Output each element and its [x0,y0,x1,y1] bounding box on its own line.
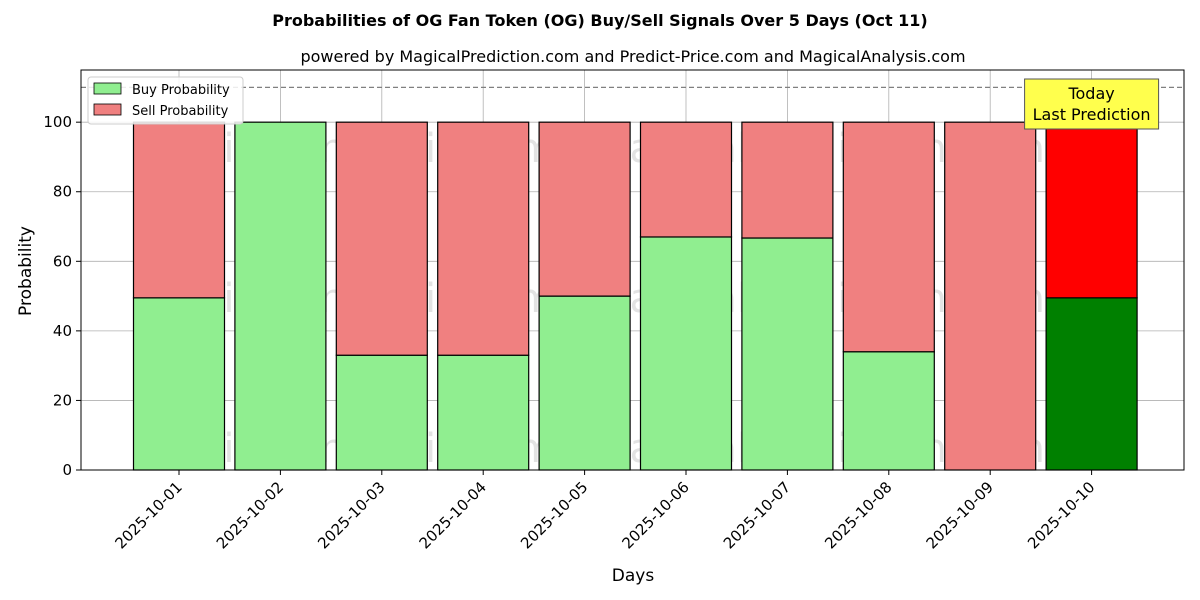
x-tick-label: 2025-10-07 [720,478,794,552]
chart-subtitle: powered by MagicalPrediction.com and Pre… [300,47,965,66]
bar-buy-2025-10-04 [437,354,530,471]
bar-sell-2025-10-05 [538,121,631,297]
plot-frame [80,69,1185,471]
chart-title: Probabilities of OG Fan Token (OG) Buy/S… [272,11,928,30]
bar-sell-2025-10-06 [639,121,733,238]
y-tick-label: 60 [53,252,72,270]
x-tick-label: 2025-10-03 [314,478,388,552]
y-tick-label: 100 [43,113,72,131]
today-annotation: Today Last Prediction [1024,78,1160,130]
legend-label-buy: Buy Probability [132,83,230,98]
y-tick-label: 20 [53,391,72,409]
bars-layer [81,86,1184,471]
bar-sell-2025-10-09 [944,121,1037,471]
y-tick-label: 80 [53,183,72,201]
y-tick-label: 40 [53,322,72,340]
bar-buy-2025-10-05 [538,295,631,471]
bar-buy-2025-10-08 [842,351,935,471]
x-tick-label: 2025-10-04 [416,478,490,552]
legend: Buy Probability Sell Probability [87,76,244,125]
legend-swatch-buy [93,82,122,95]
x-tick-label: 2025-10-10 [1024,478,1098,552]
bar-buy-2025-10-02 [234,121,327,471]
x-tick-label: 2025-10-08 [821,478,895,552]
bar-buy-2025-10-03 [335,354,428,471]
x-axis-label: Days [612,566,655,586]
bar-buy-2025-10-06 [639,236,733,471]
bar-buy-2025-10-07 [741,237,834,471]
bar-sell-2025-10-07 [741,121,834,239]
bar-sell-2025-10-04 [437,121,530,356]
y-tick-label: 0 [62,461,72,479]
x-tick-label: 2025-10-09 [923,478,997,552]
bar-sell-2025-10-10 [1045,121,1138,299]
legend-label-sell: Sell Probability [132,104,229,119]
x-tick-label: 2025-10-01 [111,478,185,552]
x-tick-label: 2025-10-05 [517,478,591,552]
x-tick-label: 2025-10-06 [618,478,692,552]
bar-buy-2025-10-01 [132,297,226,471]
x-tick-label: 2025-10-02 [213,478,287,552]
annotation-line-last-prediction: Last Prediction [1033,105,1151,124]
legend-swatch-sell [93,103,122,116]
bar-sell-2025-10-08 [842,121,935,353]
bar-sell-2025-10-03 [335,121,428,356]
legend-box [87,76,244,125]
y-axis-label: Probability [16,226,36,316]
annotation-line-today: Today [1067,84,1114,103]
annotation-box [1024,78,1160,130]
bar-sell-2025-10-01 [132,121,226,299]
bar-buy-2025-10-10 [1045,297,1138,471]
